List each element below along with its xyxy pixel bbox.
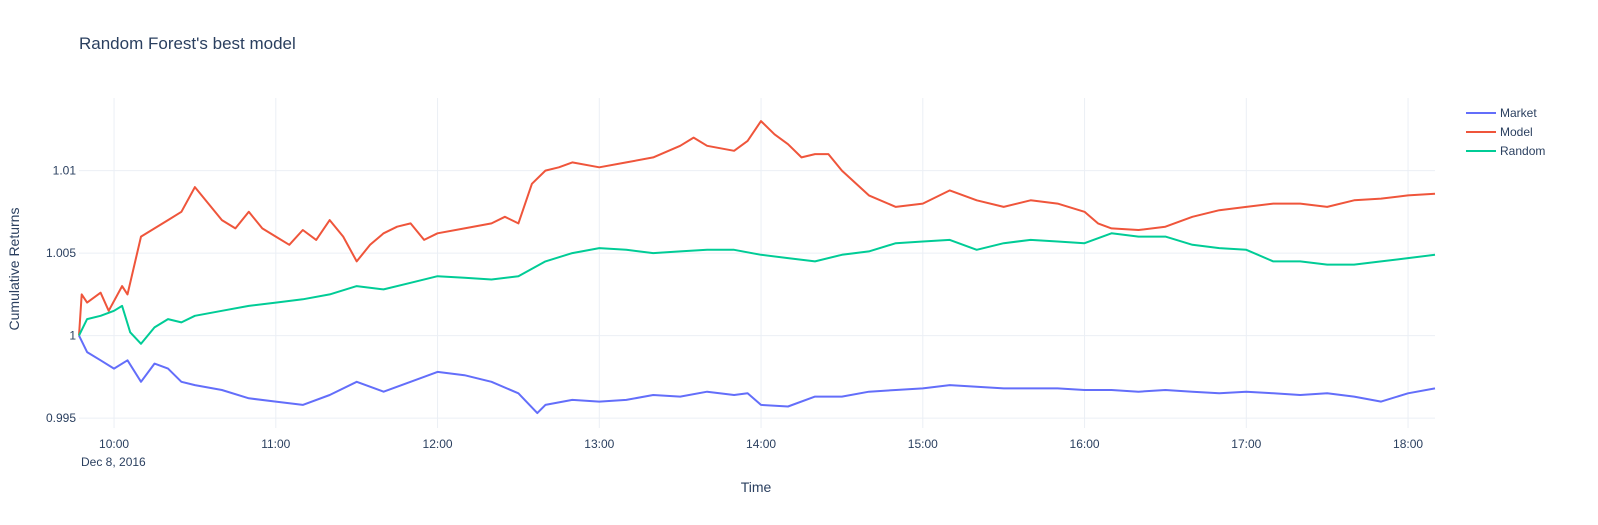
series-lines[interactable]: [78, 120, 1436, 415]
legend-label: Model: [1500, 125, 1533, 139]
x-tick-label: 11:00: [261, 437, 290, 451]
y-tick-label: 1.005: [46, 246, 76, 260]
x-axis-title: Time: [741, 479, 772, 495]
legend-label: Random: [1500, 144, 1545, 158]
series-line-model[interactable]: [78, 120, 1436, 336]
x-axis-ticks: 10:00 11:00 12:00 13:00 14:00 15:00 16:00 17:00…: [99, 437, 1423, 451]
x-tick-label: 10:00: [99, 437, 129, 451]
x-tick-label: 12:00: [423, 437, 453, 451]
x-tick-label: 13:00: [584, 437, 614, 451]
legend-item-market[interactable]: Market: [1466, 106, 1537, 120]
y-axis-ticks: 0.995 1 1.005 1.01: [46, 164, 76, 426]
legend[interactable]: Market Model Random: [1466, 106, 1545, 158]
series-line-random[interactable]: [78, 232, 1436, 345]
series-line-market[interactable]: [78, 335, 1436, 415]
legend-item-random[interactable]: Random: [1466, 144, 1545, 158]
y-tick-label: 1: [69, 329, 76, 343]
legend-label: Market: [1500, 106, 1537, 120]
x-tick-label: 17:00: [1231, 437, 1261, 451]
x-tick-label: 15:00: [908, 437, 938, 451]
grid-lines: [79, 98, 1435, 428]
y-axis-title: Cumulative Returns: [6, 208, 22, 331]
chart-title: Random Forest's best model: [79, 34, 296, 53]
x-axis-date-label: Dec 8, 2016: [81, 455, 146, 469]
legend-item-model[interactable]: Model: [1466, 125, 1533, 139]
x-tick-label: 14:00: [746, 437, 776, 451]
x-tick-label: 18:00: [1393, 437, 1423, 451]
y-tick-label: 0.995: [46, 411, 76, 425]
y-tick-label: 1.01: [53, 164, 77, 178]
x-tick-label: 16:00: [1070, 437, 1100, 451]
